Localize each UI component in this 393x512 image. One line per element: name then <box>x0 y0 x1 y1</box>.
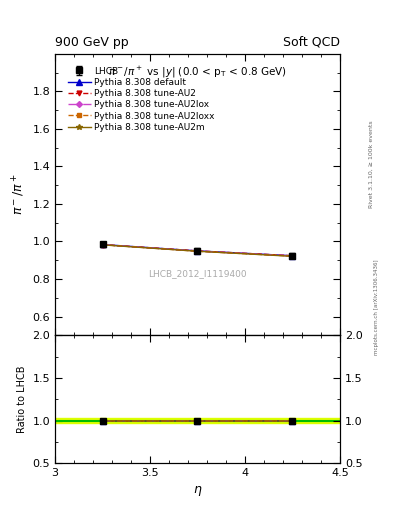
Pythia 8.308 tune-AU2 <box>195 248 200 254</box>
Pythia 8.308 tune-AU2loxx <box>290 253 295 259</box>
Pythia 8.308 tune-AU2lox <box>195 248 200 254</box>
Line: Pythia 8.308 tune-AU2lox: Pythia 8.308 tune-AU2lox <box>101 243 294 258</box>
Pythia 8.308 default <box>290 253 295 259</box>
Y-axis label: Ratio to LHCB: Ratio to LHCB <box>17 366 27 433</box>
Pythia 8.308 tune-AU2m <box>100 242 105 248</box>
Legend: LHCB, Pythia 8.308 default, Pythia 8.308 tune-AU2, Pythia 8.308 tune-AU2lox, Pyt: LHCB, Pythia 8.308 default, Pythia 8.308… <box>65 64 217 135</box>
Pythia 8.308 default <box>100 242 105 248</box>
Pythia 8.308 tune-AU2loxx <box>195 248 200 254</box>
Pythia 8.308 tune-AU2lox <box>290 253 295 259</box>
Line: Pythia 8.308 tune-AU2: Pythia 8.308 tune-AU2 <box>100 242 295 258</box>
Text: 900 GeV pp: 900 GeV pp <box>55 36 129 49</box>
Pythia 8.308 tune-AU2lox <box>100 242 105 248</box>
Pythia 8.308 tune-AU2m <box>195 248 200 254</box>
Pythia 8.308 tune-AU2m <box>290 253 295 260</box>
Line: Pythia 8.308 tune-AU2loxx: Pythia 8.308 tune-AU2loxx <box>101 243 294 258</box>
Text: mcplots.cern.ch [arXiv:1306.3436]: mcplots.cern.ch [arXiv:1306.3436] <box>374 260 378 355</box>
Text: LHCB_2012_I1119400: LHCB_2012_I1119400 <box>148 269 247 278</box>
X-axis label: $\eta$: $\eta$ <box>193 484 202 498</box>
Text: Rivet 3.1.10, ≥ 100k events: Rivet 3.1.10, ≥ 100k events <box>369 120 374 208</box>
Y-axis label: $\pi^-/\pi^+$: $\pi^-/\pi^+$ <box>11 174 27 216</box>
Text: Soft QCD: Soft QCD <box>283 36 340 49</box>
Line: Pythia 8.308 tune-AU2m: Pythia 8.308 tune-AU2m <box>100 242 295 259</box>
Pythia 8.308 tune-AU2 <box>290 253 295 259</box>
Text: $\pi^-/\pi^+$ vs $|y|$ (0.0 < p$_{\rm T}$ < 0.8 GeV): $\pi^-/\pi^+$ vs $|y|$ (0.0 < p$_{\rm T}… <box>108 65 287 80</box>
Pythia 8.308 default <box>195 248 200 254</box>
Pythia 8.308 tune-AU2 <box>100 242 105 248</box>
Bar <box>55 418 340 423</box>
Pythia 8.308 tune-AU2loxx <box>100 242 105 248</box>
Line: Pythia 8.308 default: Pythia 8.308 default <box>100 242 295 259</box>
